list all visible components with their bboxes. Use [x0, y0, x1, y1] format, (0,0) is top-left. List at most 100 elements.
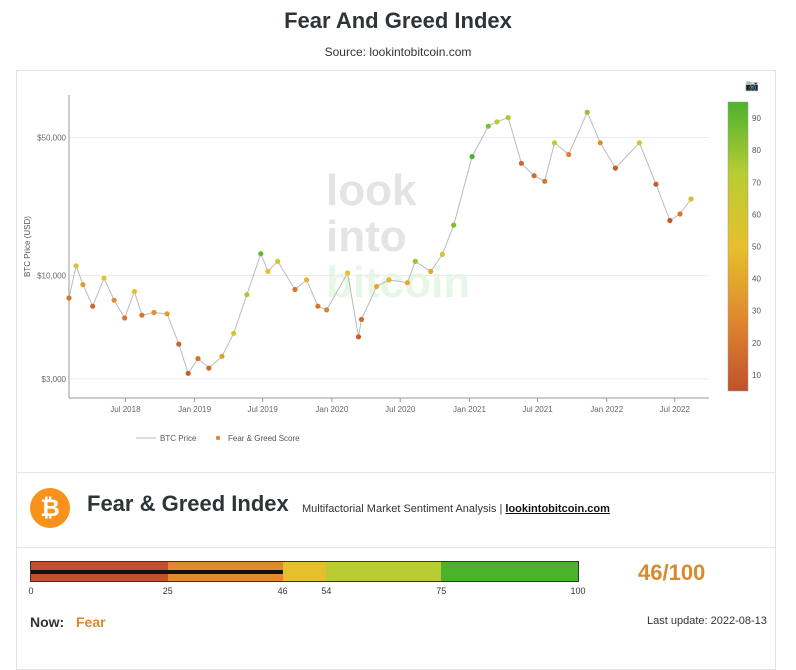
score-point	[597, 140, 603, 146]
x-tick-label: Jul 2019	[248, 405, 279, 414]
score-point	[518, 160, 524, 166]
colorbar-tick-label: 30	[752, 307, 761, 316]
score-point	[80, 282, 86, 288]
y-tick-label: $3,000	[42, 375, 67, 384]
legend-dot-swatch	[215, 435, 221, 441]
score-point	[195, 356, 201, 362]
gauge-tick-label: 0	[28, 586, 34, 596]
score-point	[122, 315, 128, 321]
colorbar-tick-label: 60	[752, 210, 761, 219]
colorbar-tick-label: 40	[752, 275, 761, 284]
score-point	[345, 270, 351, 276]
score-point	[176, 341, 182, 347]
score-point	[66, 295, 72, 301]
x-tick-label: Jan 2020	[315, 405, 348, 414]
gauge-tick-label: 75	[436, 586, 447, 596]
x-tick-label: Jul 2020	[385, 405, 416, 414]
x-tick-label: Jan 2022	[590, 405, 623, 414]
btc-price-line	[68, 111, 692, 375]
score-point	[90, 303, 96, 309]
y-tick-label: $10,000	[37, 272, 66, 281]
gauge-needle	[31, 570, 283, 574]
section-divider	[17, 547, 775, 548]
now-value: Fear	[76, 614, 106, 630]
score-point	[584, 109, 590, 115]
x-tick-label: Jul 2021	[522, 405, 553, 414]
score-point	[304, 277, 310, 283]
gauge-tick-label: 25	[162, 586, 173, 596]
gauge-segment	[326, 562, 442, 581]
page-title: Fear And Greed Index	[284, 8, 512, 33]
score-point	[566, 151, 572, 158]
score-point	[231, 330, 237, 336]
chart-area: look into bitcoin $3,000 $10,000 $50,000 Jul 2…	[16, 70, 776, 472]
score-value: 46/100	[638, 560, 706, 585]
sentiment-gauge	[30, 561, 579, 582]
watermark-text: into	[326, 212, 407, 261]
score-point	[494, 119, 500, 125]
score-point	[151, 309, 157, 316]
score-point	[612, 165, 619, 171]
score-point	[164, 311, 170, 317]
colorbar-tick-label: 10	[752, 371, 761, 380]
index-description: Multifactorial Market Sentiment Analysis…	[302, 503, 610, 515]
now-label: Now:	[30, 614, 65, 630]
score-point	[404, 280, 410, 286]
score-point	[73, 263, 79, 269]
legend-btc-price: BTC Price	[160, 434, 197, 443]
index-title: Fear & Greed Index	[87, 491, 289, 516]
x-tick-label: Jan 2021	[453, 405, 486, 414]
score-point	[265, 268, 271, 274]
colorbar-tick-label: 80	[752, 146, 761, 155]
colorbar-tick-label: 20	[752, 339, 761, 348]
fear-greed-chart: lookintobitcoin $3,000 $10,000 $50,000 Jul 2…	[23, 95, 761, 443]
source-subtitle: Source: lookintobitcoin.com	[324, 45, 472, 59]
score-point	[636, 140, 643, 146]
gauge-tick-label: 46	[277, 586, 288, 596]
gauge-tick-label: 100	[570, 586, 586, 596]
legend-score: Fear & Greed Score	[228, 434, 300, 443]
gauge-segment	[282, 562, 327, 581]
score-point	[244, 292, 250, 298]
score-point	[374, 283, 380, 290]
score-point	[386, 277, 392, 283]
colorbar-tick-label: 50	[752, 243, 761, 252]
watermark-text: look	[326, 166, 417, 215]
score-point	[469, 154, 475, 160]
x-tick-label: Jul 2022	[660, 405, 691, 414]
score-point	[677, 211, 683, 217]
gauge-tick-label: 54	[321, 586, 332, 596]
score-point	[131, 288, 137, 295]
gauge-segment	[441, 562, 578, 581]
section-divider	[17, 472, 775, 473]
score-point	[292, 286, 298, 293]
score-point	[219, 353, 225, 359]
source-link[interactable]: lookintobitcoin.com	[505, 503, 610, 515]
camera-icon[interactable]: 📷	[745, 80, 759, 92]
score-point	[275, 258, 281, 264]
score-point	[358, 316, 365, 322]
y-axis-title: BTC Price (USD)	[23, 216, 32, 277]
score-point	[542, 178, 548, 184]
x-tick-label: Jul 2018	[110, 405, 141, 414]
y-tick-label: $50,000	[37, 133, 66, 142]
score-point	[667, 217, 673, 224]
score-point	[139, 312, 145, 318]
score-point	[185, 370, 191, 376]
last-update: Last update: 2022-08-13	[647, 615, 767, 627]
score-point	[551, 140, 558, 146]
score-point	[258, 251, 264, 257]
score-point	[355, 334, 362, 340]
watermark-text: bitcoin	[326, 258, 470, 307]
colorbar-tick-label: 70	[752, 178, 761, 187]
index-description-text: Multifactorial Market Sentiment Analysis…	[302, 503, 503, 515]
score-point	[428, 268, 434, 274]
score-point	[531, 173, 537, 179]
score-point	[653, 181, 659, 187]
score-point	[485, 123, 491, 129]
colorbar-tick-label: 90	[752, 114, 761, 123]
score-point	[412, 258, 418, 264]
score-point	[688, 196, 694, 202]
score-point	[451, 222, 457, 228]
score-point	[206, 365, 212, 371]
